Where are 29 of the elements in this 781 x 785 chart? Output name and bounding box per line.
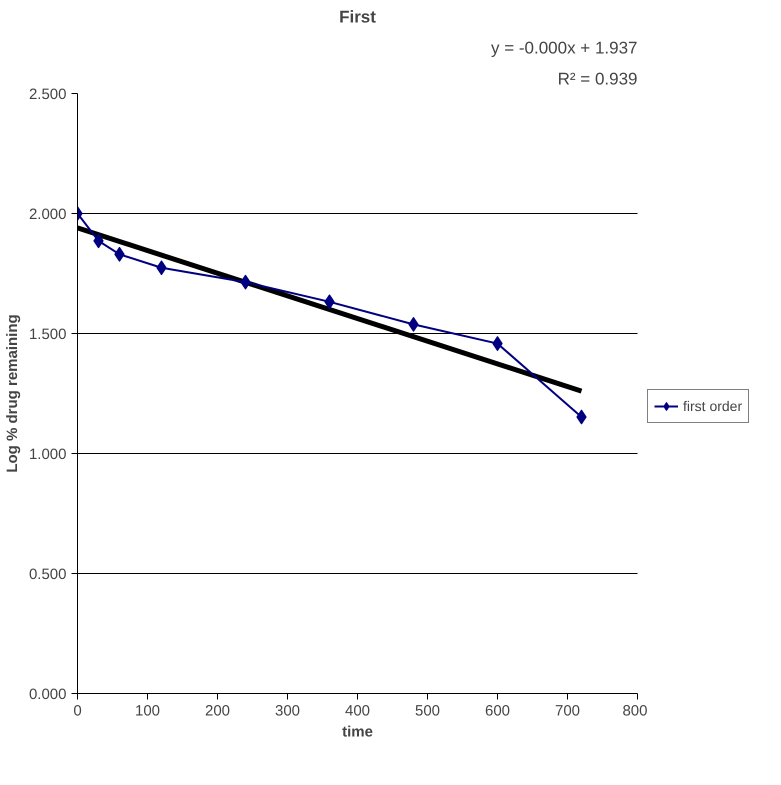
y-tick-label: 2.000 bbox=[28, 206, 67, 223]
y-tick-label: 2.500 bbox=[28, 86, 67, 103]
point bbox=[93, 233, 104, 248]
point bbox=[492, 336, 503, 352]
y-axis-title: Log % drug remaining bbox=[4, 314, 21, 473]
x-tick-label: 400 bbox=[344, 702, 370, 720]
chart-title: First bbox=[339, 8, 376, 26]
x-tick-label: 300 bbox=[274, 702, 300, 720]
x-tick-label: 100 bbox=[134, 702, 160, 720]
y-tick-label: 1.000 bbox=[28, 446, 67, 463]
y-tick-label: 0.000 bbox=[28, 686, 67, 703]
legend-label: first order bbox=[683, 398, 742, 414]
point bbox=[324, 294, 335, 310]
x-tick-label: 700 bbox=[554, 702, 580, 720]
y-tick-label: 1.500 bbox=[28, 326, 67, 343]
point bbox=[114, 246, 125, 262]
text: R² = 0.939 bbox=[558, 70, 638, 88]
x-axis-title: time bbox=[342, 724, 373, 740]
text: y = -0.000x + 1.937 bbox=[491, 38, 638, 58]
point bbox=[156, 260, 167, 276]
x-tick-label: 0 bbox=[73, 702, 82, 720]
x-tick-label: 200 bbox=[204, 702, 230, 720]
x-tick-label: 800 bbox=[622, 702, 648, 720]
y-tick-label: 0.500 bbox=[28, 566, 67, 583]
point bbox=[240, 274, 251, 290]
point bbox=[408, 316, 419, 332]
point bbox=[576, 410, 587, 425]
x-tick-label: 500 bbox=[414, 702, 440, 720]
x-tick-label: 600 bbox=[484, 702, 510, 720]
